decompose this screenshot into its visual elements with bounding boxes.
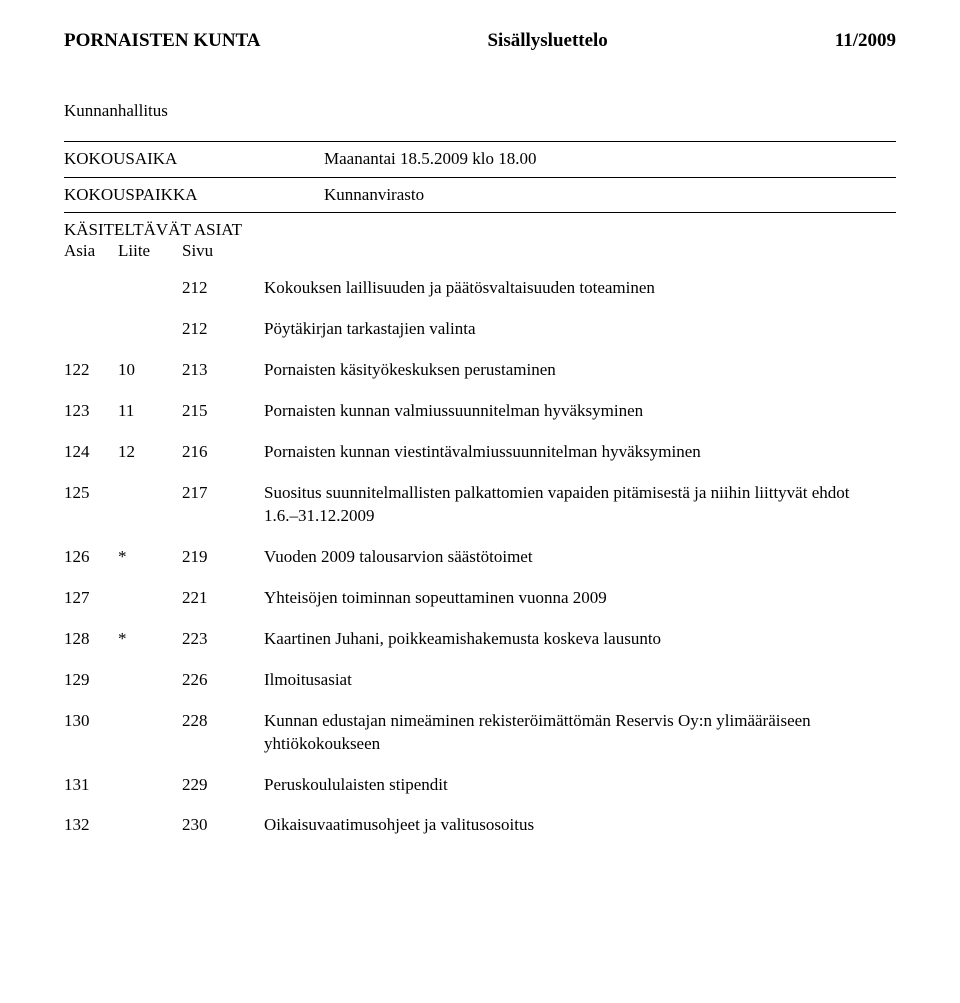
meeting-place-row: KOKOUSPAIKKA Kunnanvirasto [64,178,896,213]
list-item: 212Kokouksen laillisuuden ja päätösvalta… [64,277,896,300]
meeting-place-label: KOKOUSPAIKKA [64,184,324,207]
list-item: 127 221Yhteisöjen toiminnan sopeuttaminen… [64,587,896,610]
cell-asia: 124 [64,441,118,464]
cell-sivu: 226 [182,669,264,692]
header-left: PORNAISTEN KUNTA [64,28,261,54]
cell-asia: 122 [64,359,118,382]
header-right: 11/2009 [835,28,896,54]
cell-sivu: 223 [182,628,264,651]
list-item: 128*223Kaartinen Juhani, poikkeamishakem… [64,628,896,651]
cell-liite: * [118,628,182,651]
meeting-place-value: Kunnanvirasto [324,184,896,207]
cell-liite: * [118,546,182,569]
list-item: 126*219Vuoden 2009 talousarvion säästöto… [64,546,896,569]
cell-desc: Kokouksen laillisuuden ja päätösvaltaisu… [264,277,896,300]
cell-asia: 129 [64,669,118,692]
cell-asia: 130 [64,710,118,733]
cell-sivu: 217 [182,482,264,505]
col-header-sivu: Sivu [182,240,264,263]
list-item: 12210213Pornaisten käsityökeskuksen peru… [64,359,896,382]
list-item: 132 230Oikaisuvaatimusohjeet ja valitusos… [64,814,896,837]
list-item: 125 217Suositus suunnitelmallisten palkat… [64,482,896,528]
subheader: Kunnanhallitus [64,100,896,123]
list-item: 12311215Pornaisten kunnan valmiussuunnit… [64,400,896,423]
cell-desc: Ilmoitusasiat [264,669,896,692]
cell-sivu: 213 [182,359,264,382]
cell-liite: 12 [118,441,182,464]
cell-desc: Pornaisten kunnan viestintävalmiussuunni… [264,441,896,464]
cell-desc: Pornaisten käsityökeskuksen perustaminen [264,359,896,382]
cell-asia: 127 [64,587,118,610]
col-header-liite: Liite [118,240,182,263]
cell-desc: Pornaisten kunnan valmiussuunnitelman hy… [264,400,896,423]
cell-sivu: 228 [182,710,264,733]
list-item: 129 226Ilmoitusasiat [64,669,896,692]
col-header-asia: Asia [64,240,118,263]
list-item: 130 228Kunnan edustajan nimeäminen rekist… [64,710,896,756]
cell-liite: 11 [118,400,182,423]
cell-liite: 10 [118,359,182,382]
cell-asia: 125 [64,482,118,505]
cell-sivu: 229 [182,774,264,797]
document-header: PORNAISTEN KUNTA Sisällysluettelo 11/200… [64,28,896,54]
cell-sivu: 230 [182,814,264,837]
list-item: 12412216Pornaisten kunnan viestintävalmi… [64,441,896,464]
cell-desc: Kunnan edustajan nimeäminen rekisteröimä… [264,710,896,756]
cell-sivu: 221 [182,587,264,610]
cell-desc: Suositus suunnitelmallisten palkattomien… [264,482,896,528]
cell-sivu: 215 [182,400,264,423]
cell-desc: Peruskoululaisten stipendit [264,774,896,797]
cell-sivu: 219 [182,546,264,569]
list-item: 131 229Peruskoululaisten stipendit [64,774,896,797]
items-section-label: KÄSITELTÄVÄT ASIAT [64,213,896,242]
col-header-desc [264,240,896,263]
cell-asia: 123 [64,400,118,423]
cell-desc: Pöytäkirjan tarkastajien valinta [264,318,896,341]
cell-asia: 128 [64,628,118,651]
cell-asia: 131 [64,774,118,797]
cell-sivu: 212 [182,277,264,300]
cell-asia: 132 [64,814,118,837]
meeting-time-value: Maanantai 18.5.2009 klo 18.00 [324,148,896,171]
cell-sivu: 212 [182,318,264,341]
list-item: 212Pöytäkirjan tarkastajien valinta [64,318,896,341]
meeting-time-row: KOKOUSAIKA Maanantai 18.5.2009 klo 18.00 [64,142,896,177]
header-center: Sisällysluettelo [487,28,607,54]
cell-desc: Kaartinen Juhani, poikkeamishakemusta ko… [264,628,896,651]
cell-desc: Oikaisuvaatimusohjeet ja valitusosoitus [264,814,896,837]
meeting-time-label: KOKOUSAIKA [64,148,324,171]
items-list: 212Kokouksen laillisuuden ja päätösvalta… [64,277,896,837]
column-headers: Asia Liite Sivu [64,240,896,263]
cell-sivu: 216 [182,441,264,464]
cell-desc: Yhteisöjen toiminnan sopeuttaminen vuonn… [264,587,896,610]
cell-desc: Vuoden 2009 talousarvion säästötoimet [264,546,896,569]
cell-asia: 126 [64,546,118,569]
